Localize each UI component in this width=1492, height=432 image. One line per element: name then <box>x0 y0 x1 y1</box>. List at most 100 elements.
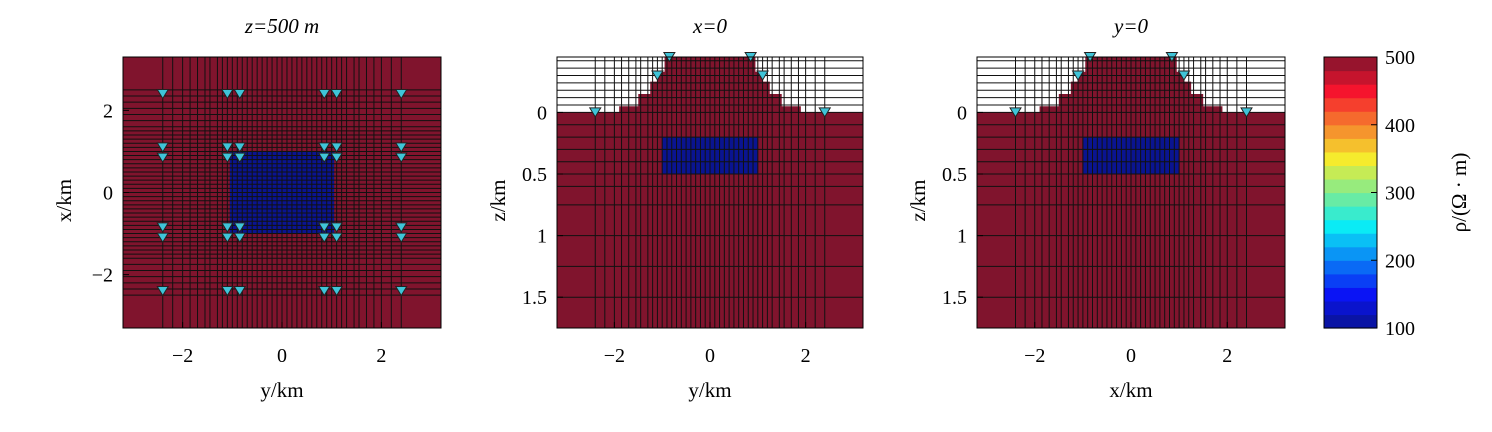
station-marker <box>220 142 234 153</box>
station-marker <box>330 286 344 297</box>
colorbar-tick-label: 500 <box>1385 47 1415 69</box>
y-tick-label: 0.5 <box>522 164 547 186</box>
colorbar: 500 400 300 200 100 ρ/(Ω · m) <box>1323 47 1471 340</box>
station-marker <box>394 142 408 153</box>
colorbar-band <box>1324 206 1377 221</box>
colorbar-band <box>1324 300 1377 316</box>
colorbar-band <box>1324 151 1377 166</box>
x-axis-label: y/km <box>260 378 303 402</box>
y-axis-label: z/km <box>906 180 930 222</box>
station-marker <box>394 232 408 244</box>
colorbar-band <box>1324 84 1377 99</box>
station-marker <box>330 222 344 233</box>
station-marker <box>156 222 170 233</box>
y-tick-label: 1 <box>537 226 547 248</box>
panel-1: −2 0 2 2 0 −2 z=500 m y/km x/km <box>52 14 442 402</box>
station-marker <box>233 286 247 297</box>
station-marker <box>394 222 408 233</box>
y-tick-label: 0 <box>537 102 547 124</box>
y-tick-label: 0 <box>957 102 967 124</box>
station-marker <box>317 222 331 233</box>
station-marker <box>233 232 247 244</box>
y-tick-label: 1 <box>957 226 967 248</box>
station-marker <box>330 152 344 164</box>
station-marker <box>588 107 602 118</box>
station-marker <box>394 88 408 100</box>
station-marker <box>233 88 247 100</box>
station-marker <box>220 232 234 244</box>
colorbar-band <box>1324 192 1377 207</box>
colorbar-band <box>1324 314 1377 329</box>
y-tick-label: 0.5 <box>942 164 967 186</box>
station-marker <box>220 152 234 164</box>
colorbar-band <box>1324 246 1377 261</box>
station-marker <box>220 286 234 297</box>
y-axis-label: z/km <box>486 180 510 222</box>
station-marker <box>233 152 247 164</box>
x-axis-label: x/km <box>1109 378 1152 402</box>
x-tick-label: 2 <box>376 345 386 367</box>
station-marker <box>1240 107 1253 118</box>
mesh-grid <box>123 57 441 328</box>
station-marker <box>156 88 170 100</box>
panel-title: y=0 <box>1112 14 1148 38</box>
station-marker <box>220 222 234 233</box>
station-marker <box>394 152 408 164</box>
station-marker <box>1009 107 1022 118</box>
colorbar-label: ρ/(Ω · m) <box>1447 153 1471 233</box>
y-tick-label: 2 <box>103 100 113 122</box>
x-tick-label: 0 <box>1126 345 1136 367</box>
station-marker <box>156 286 170 297</box>
colorbar-band <box>1324 233 1377 248</box>
colorbar-band <box>1324 273 1377 288</box>
colorbar-tick-label: 300 <box>1385 183 1415 205</box>
colorbar-band <box>1324 70 1377 85</box>
station-marker <box>156 152 170 164</box>
station-marker <box>317 232 331 244</box>
y-tick-label: −2 <box>92 265 113 287</box>
x-tick-label: 2 <box>801 345 811 367</box>
colorbar-tick-label: 400 <box>1385 115 1415 137</box>
x-tick-label: 2 <box>1222 345 1232 367</box>
panel-title: x=0 <box>692 14 727 38</box>
station-marker <box>756 70 769 81</box>
station-marker <box>317 152 331 164</box>
colorbar-tick-label: 200 <box>1385 250 1415 272</box>
station-marker <box>651 70 664 81</box>
x-tick-label: 0 <box>705 345 715 367</box>
station-marker <box>1071 70 1085 81</box>
station-marker <box>330 232 344 244</box>
station-marker <box>317 286 331 297</box>
y-tick-label: 0 <box>103 183 113 205</box>
x-tick-label: −2 <box>172 345 193 367</box>
station-marker <box>156 142 170 153</box>
station-marker <box>317 142 331 153</box>
x-tick-label: −2 <box>604 345 625 367</box>
station-marker <box>394 286 408 297</box>
colorbar-band <box>1324 165 1377 180</box>
colorbar-band <box>1324 97 1377 112</box>
station-marker <box>233 222 247 233</box>
colorbar-band <box>1324 287 1377 302</box>
colorbar-tick-label: 100 <box>1385 318 1415 340</box>
mesh-grid <box>977 57 1285 328</box>
x-axis-label: y/km <box>688 378 731 402</box>
station-marker <box>1177 70 1191 81</box>
colorbar-band <box>1324 219 1377 234</box>
colorbar-band <box>1324 124 1377 139</box>
colorbar-band <box>1324 178 1377 194</box>
station-marker <box>317 88 331 100</box>
colorbar-band <box>1324 111 1377 126</box>
station-marker <box>156 232 170 244</box>
station-marker <box>330 142 344 153</box>
x-tick-label: 0 <box>277 345 287 367</box>
colorbar-band <box>1324 57 1377 72</box>
colorbar-band <box>1324 138 1377 153</box>
station-marker <box>818 107 832 118</box>
panel-3: −2 0 2 0 0.5 1 1.5 y=0 x/km z/km <box>906 14 1286 402</box>
x-tick-label: −2 <box>1024 345 1045 367</box>
y-tick-label: 1.5 <box>522 287 547 309</box>
colorbar-band <box>1324 260 1377 275</box>
y-axis-label: x/km <box>52 179 76 222</box>
